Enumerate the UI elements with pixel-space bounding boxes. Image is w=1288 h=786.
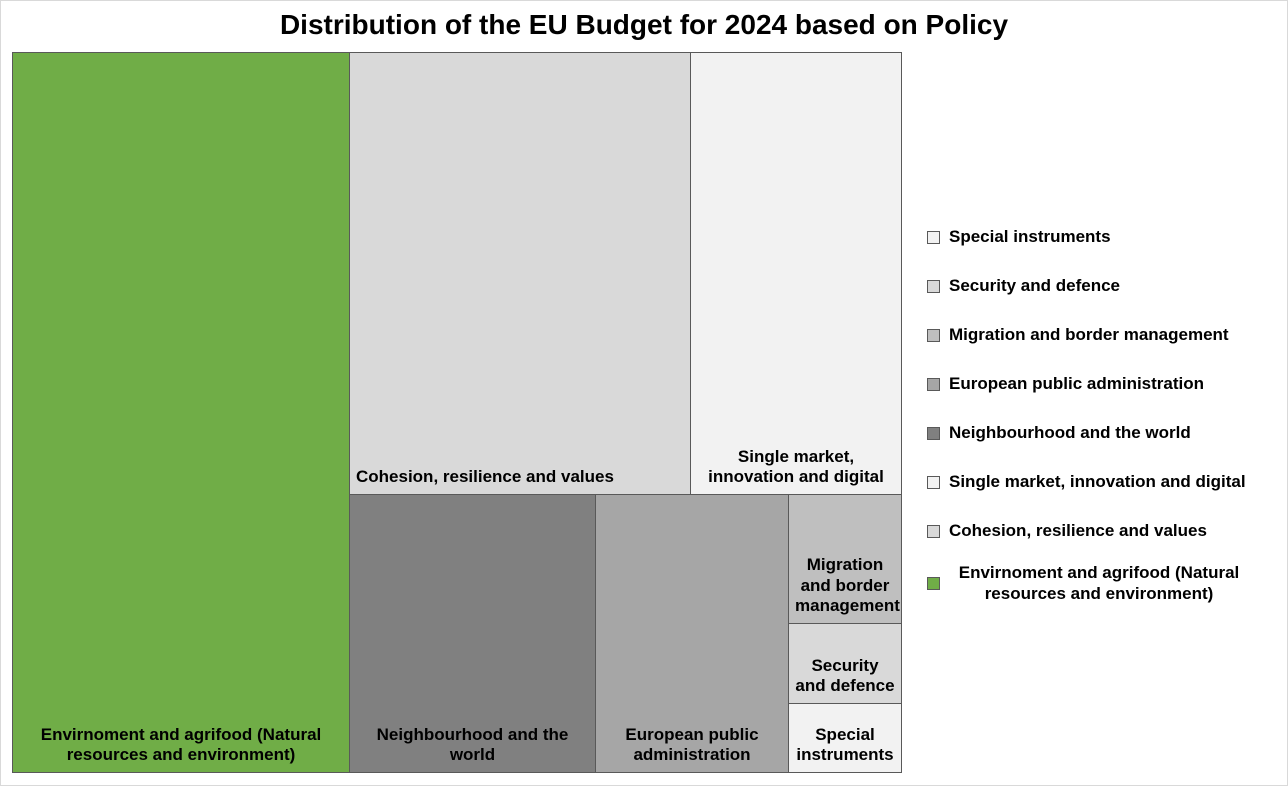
tile-single-market: Single market, innovation and digital: [690, 52, 902, 495]
tile-security-defence: Security and defence: [788, 623, 902, 704]
legend-label: Envirnoment and agrifood (Natural resour…: [958, 563, 1240, 603]
tile-public-administration: European public administration: [595, 494, 789, 773]
tile-label: Security and defence: [795, 655, 895, 696]
legend-swatch: [927, 279, 940, 293]
legend-item: Neighbourhood and the world: [927, 423, 1277, 444]
tile-label: European public administration: [625, 724, 759, 765]
legend-label: Special instruments: [949, 227, 1111, 246]
legend-label: Neighbourhood and the world: [949, 423, 1191, 442]
legend-swatch: [927, 328, 940, 342]
tile-label: Cohesion, resilience and values: [356, 467, 614, 487]
tile-environment-agrifood: Envirnoment and agrifood (Natural resour…: [12, 52, 350, 773]
legend-item: Security and defence: [927, 276, 1277, 297]
tile-label: Envirnoment and agrifood (Natural resour…: [40, 724, 322, 765]
tile-neighbourhood: Neighbourhood and the world: [349, 494, 596, 773]
legend-swatch: [927, 475, 940, 489]
legend-swatch: [927, 377, 940, 391]
tile-label: Special instruments: [796, 724, 894, 765]
legend-label: Migration and border management: [949, 325, 1229, 344]
tile-cohesion: Cohesion, resilience and values: [349, 52, 691, 495]
chart-title: Distribution of the EU Budget for 2024 b…: [279, 9, 1009, 40]
tile-label: Neighbourhood and the world: [376, 724, 569, 765]
legend-swatch: [927, 230, 940, 244]
legend-label: European public administration: [949, 374, 1205, 393]
legend-label: Cohesion, resilience and values: [949, 521, 1207, 540]
legend-swatch: [927, 524, 940, 538]
tile-migration: Migration and border management: [788, 494, 902, 624]
legend-item: Special instruments: [927, 227, 1277, 248]
legend-item: Cohesion, resilience and values: [927, 521, 1277, 542]
legend-swatch: [927, 577, 940, 591]
legend-item: European public administration: [927, 374, 1277, 395]
legend-item: Envirnoment and agrifood (Natural resour…: [927, 563, 1277, 604]
tile-special-instruments: Special instruments: [788, 703, 902, 773]
tile-label: Migration and border management: [795, 554, 900, 616]
legend-item: Single market, innovation and digital: [927, 472, 1277, 493]
legend-item: Migration and border management: [927, 325, 1277, 346]
legend-label: Security and defence: [949, 276, 1121, 295]
legend-swatch: [927, 426, 940, 440]
legend-label: Single market, innovation and digital: [949, 472, 1246, 491]
tile-label: Single market, innovation and digital: [708, 446, 884, 487]
